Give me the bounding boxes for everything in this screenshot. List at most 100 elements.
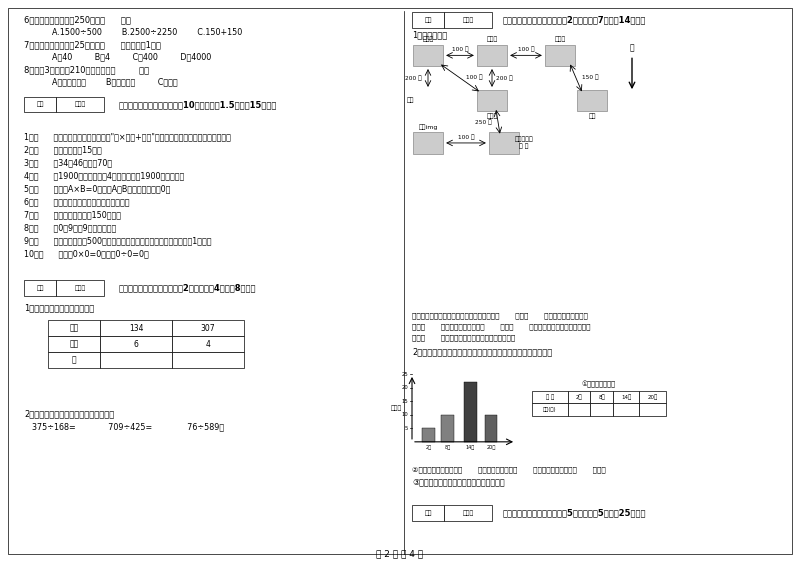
Text: 8．爸爸3小时行了210千米，他是（         ）。: 8．爸爸3小时行了210千米，他是（ ）。 xyxy=(24,65,149,74)
Text: 5．（      ）如果A×B=0，那么A和B中至少有一个是0。: 5．（ ）如果A×B=0，那么A和B中至少有一个是0。 xyxy=(24,184,170,193)
Bar xyxy=(24,280,56,296)
Text: 6．下面的结果刚好是250的是（      ）。: 6．下面的结果刚好是250的是（ ）。 xyxy=(24,15,131,24)
Text: 307: 307 xyxy=(201,324,215,333)
Bar xyxy=(413,132,443,154)
Text: 8．（      ）0．9里有9个十分之一。: 8．（ ）0．9里有9个十分之一。 xyxy=(24,223,116,232)
Bar xyxy=(532,403,568,416)
Bar xyxy=(489,132,519,154)
Text: 天鹅湖: 天鹅湖 xyxy=(554,37,566,42)
Bar xyxy=(422,428,435,442)
Text: 评卷人: 评卷人 xyxy=(74,285,86,291)
Bar xyxy=(48,320,100,336)
Bar xyxy=(477,45,507,66)
Bar xyxy=(590,403,613,416)
Text: 2时: 2时 xyxy=(576,394,582,400)
Text: 动物园: 动物园 xyxy=(486,37,498,42)
Text: （度）: （度） xyxy=(391,405,402,411)
Bar xyxy=(485,415,498,442)
Text: 1．（      ）有余数除法的验算方法是"商×除数+余数"，看得到的结果是否与被除数相等。: 1．（ ）有余数除法的验算方法是"商×除数+余数"，看得到的结果是否与被除数相等… xyxy=(24,132,231,141)
Text: 2．下面是气温自测仪上记录的某天四个不同时间的气温情况。: 2．下面是气温自测仪上记录的某天四个不同时间的气温情况。 xyxy=(412,347,552,356)
Bar xyxy=(639,403,666,416)
Text: 世纪欢乐园
大 门: 世纪欢乐园 大 门 xyxy=(514,137,534,149)
Text: 3．（      ）34与46的和是70。: 3．（ ）34与46的和是70。 xyxy=(24,158,112,167)
Bar xyxy=(568,403,590,416)
Bar xyxy=(24,97,56,112)
Bar xyxy=(545,45,575,66)
Text: A．40         B．4         C．400         D．4000: A．40 B．4 C．400 D．4000 xyxy=(52,53,211,62)
Bar xyxy=(532,391,568,403)
Text: 100 米: 100 米 xyxy=(466,74,482,80)
Text: 5: 5 xyxy=(405,426,408,431)
Text: ②这一天的最高气温是（       ）度，最低气温是（       ）度，平均气温大约（       ）度。: ②这一天的最高气温是（ ）度，最低气温是（ ）度，平均气温大约（ ）度。 xyxy=(412,467,606,473)
Text: 20: 20 xyxy=(402,385,408,390)
Text: 六、活用知识，解决问题（共5小题，每题5分，共25分）。: 六、活用知识，解决问题（共5小题，每题5分，共25分）。 xyxy=(502,508,646,518)
Bar xyxy=(412,505,444,521)
Bar xyxy=(56,280,104,296)
Bar xyxy=(413,45,443,66)
Bar xyxy=(412,12,444,28)
Text: 2．竖式计算，要求验算的请写出验算。: 2．竖式计算，要求验算的请写出验算。 xyxy=(24,409,114,418)
Text: 134: 134 xyxy=(129,324,143,333)
Text: 牧场img: 牧场img xyxy=(418,124,438,130)
Text: 7．平均每个同学体重25千克，（      ）名同学重1吨。: 7．平均每个同学体重25千克，（ ）名同学重1吨。 xyxy=(24,40,161,49)
Text: 150 米: 150 米 xyxy=(582,74,598,80)
Bar xyxy=(48,336,100,352)
Text: ）走（       ）米到天鹅湖，再向（       ）走（       ）米就到了沙滩；也可以先向（: ）走（ ）米到天鹅湖，再向（ ）走（ ）米就到了沙滩；也可以先向（ xyxy=(412,323,590,330)
Text: 9．（      ）小明家离学校500米，他每天上学、回家，一个来回一共要走1千米。: 9．（ ）小明家离学校500米，他每天上学、回家，一个来回一共要走1千米。 xyxy=(24,236,211,245)
Text: 100 米: 100 米 xyxy=(458,134,474,140)
Bar xyxy=(172,352,244,368)
Text: A.1500÷500        B.2500÷2250        C.150+150: A.1500÷500 B.2500÷2250 C.150+150 xyxy=(52,28,242,37)
Text: 375÷168=             709÷425=              76÷589＝: 375÷168= 709÷425= 76÷589＝ xyxy=(32,422,224,431)
Text: 三、仔细推敲，正确判断（共10小题，每题1.5分，共15分）。: 三、仔细推敲，正确判断（共10小题，每题1.5分，共15分）。 xyxy=(118,100,277,109)
Text: 游乐园: 游乐园 xyxy=(422,37,434,42)
Text: 200 米: 200 米 xyxy=(497,75,513,81)
Text: 20时: 20时 xyxy=(647,394,658,400)
Text: 时 间: 时 间 xyxy=(546,394,554,400)
Bar xyxy=(464,382,477,442)
Text: 博物馆: 博物馆 xyxy=(486,114,498,119)
Text: 200 米: 200 米 xyxy=(406,75,422,81)
Bar xyxy=(477,90,507,111)
Text: 积: 积 xyxy=(72,355,76,364)
Bar xyxy=(172,320,244,336)
Text: 4．（      ）1900年的年份数是4的倍数，所以1900年是闰年。: 4．（ ）1900年的年份数是4的倍数，所以1900年是闰年。 xyxy=(24,171,184,180)
Text: 评卷人: 评卷人 xyxy=(462,510,474,516)
Text: ①根据统计图填表: ①根据统计图填表 xyxy=(582,380,616,388)
Text: 4: 4 xyxy=(206,340,210,349)
Text: 小丽想从世纪欢乐园大门到沙滩，可以先向（       ）走（       ）米到动物园，再向（: 小丽想从世纪欢乐园大门到沙滩，可以先向（ ）走（ ）米到动物园，再向（ xyxy=(412,312,588,319)
Text: 2时: 2时 xyxy=(426,445,432,450)
Text: 得分: 得分 xyxy=(36,102,44,107)
Text: 20时: 20时 xyxy=(486,445,496,450)
Bar xyxy=(100,320,172,336)
Text: 8时: 8时 xyxy=(598,394,605,400)
Bar xyxy=(639,391,666,403)
Text: 6．（      ）小明面对着东方时，背对着西方。: 6．（ ）小明面对着东方时，背对着西方。 xyxy=(24,197,130,206)
Bar xyxy=(444,12,492,28)
Text: A．乘公共汽车        B．骑自行车         C．步行: A．乘公共汽车 B．骑自行车 C．步行 xyxy=(52,77,178,86)
Bar xyxy=(444,505,492,521)
Text: ）走（       ）米到天鹅湖，再从天鹅湖到到沙滩。: ）走（ ）米到天鹅湖，再从天鹅湖到到沙滩。 xyxy=(412,334,515,341)
Bar xyxy=(590,391,613,403)
Bar xyxy=(172,336,244,352)
Text: 四、看清题目，细心计算（共2小题，每题4分，共8分）。: 四、看清题目，细心计算（共2小题，每题4分，共8分）。 xyxy=(118,284,256,293)
Text: 得分: 得分 xyxy=(424,17,432,23)
Text: 沙滩: 沙滩 xyxy=(588,114,596,119)
Text: 乘数: 乘数 xyxy=(70,324,78,333)
Text: 25: 25 xyxy=(402,372,408,376)
Bar xyxy=(100,352,172,368)
Text: 14时: 14时 xyxy=(466,445,475,450)
Text: 10．（      ）因为0×0=0，所以0÷0=0。: 10．（ ）因为0×0=0，所以0÷0=0。 xyxy=(24,249,149,258)
Bar xyxy=(613,391,639,403)
Text: 五、认真思考，综合能力（共2小题，每题7分，共14分）。: 五、认真思考，综合能力（共2小题，每题7分，共14分）。 xyxy=(502,15,646,24)
Bar xyxy=(613,403,639,416)
Text: 1．把乘积填在下面的空格里。: 1．把乘积填在下面的空格里。 xyxy=(24,303,94,312)
Text: ③实际算一算，这天的平均气温是多少度？: ③实际算一算，这天的平均气温是多少度？ xyxy=(412,477,505,486)
Text: 得分: 得分 xyxy=(36,285,44,291)
Text: 6: 6 xyxy=(134,340,138,349)
Text: 乘数: 乘数 xyxy=(70,340,78,349)
Bar xyxy=(441,415,454,442)
Text: 7．（      ）一本故事书约重150千克。: 7．（ ）一本故事书约重150千克。 xyxy=(24,210,121,219)
Bar xyxy=(48,352,100,368)
Bar xyxy=(568,391,590,403)
Text: 得分: 得分 xyxy=(424,510,432,516)
